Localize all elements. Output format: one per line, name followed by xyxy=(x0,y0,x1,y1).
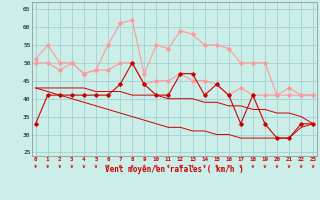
X-axis label: Vent moyen/en rafales ( km/h ): Vent moyen/en rafales ( km/h ) xyxy=(105,165,244,174)
